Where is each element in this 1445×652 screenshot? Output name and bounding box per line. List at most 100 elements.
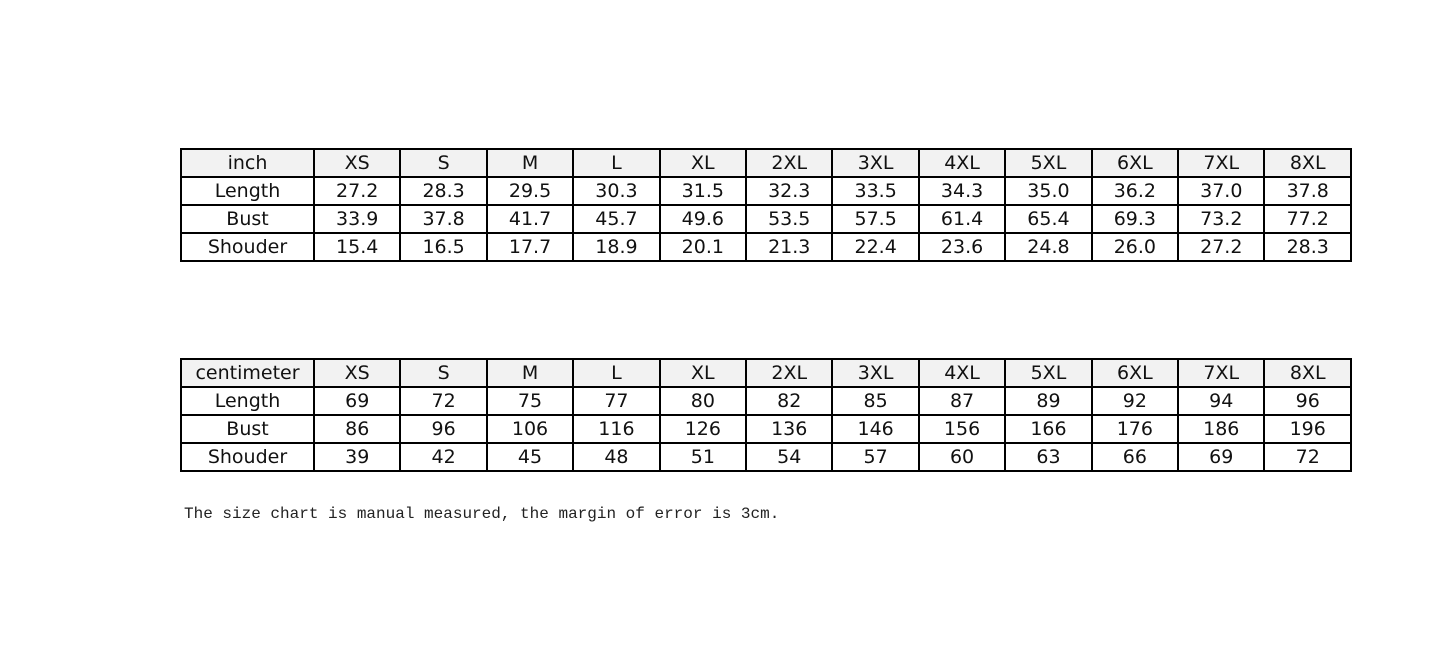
measurement-cell: 49.6 <box>658 204 748 234</box>
size-header: XL <box>658 148 748 178</box>
measurement-cell: 176 <box>1090 414 1180 444</box>
row-label: Length <box>180 386 315 416</box>
header-row: centimeter XS S M L XL 2XL 3XL 4XL 5XL 6XL 7XL 8XL <box>180 358 1352 388</box>
measurement-cell: 87 <box>917 386 1007 416</box>
measurement-note: The size chart is manual measured, the m… <box>184 505 780 523</box>
measurement-cell: 16.5 <box>399 232 488 262</box>
size-header: 7XL <box>1177 358 1266 388</box>
measurement-cell: 65.4 <box>1004 204 1093 234</box>
size-header: 2XL <box>745 358 834 388</box>
size-header: XS <box>312 148 402 178</box>
measurement-cell: 33.5 <box>831 176 920 206</box>
size-header: M <box>485 358 575 388</box>
measurement-cell: 57.5 <box>831 204 920 234</box>
unit-header: centimeter <box>180 358 315 388</box>
size-header: 3XL <box>831 148 920 178</box>
measurement-cell: 18.9 <box>572 232 661 262</box>
measurement-cell: 21.3 <box>745 232 834 262</box>
measurement-cell: 69.3 <box>1090 204 1180 234</box>
table-row: Shouder 15.4 16.5 17.7 18.9 20.1 21.3 22.4 23.6 2… <box>180 232 1352 262</box>
measurement-cell: 45.7 <box>572 204 661 234</box>
table-row: Bust 33.9 37.8 41.7 45.7 49.6 53.5 57.5 61.4 65.4… <box>180 204 1352 234</box>
size-header: 4XL <box>917 358 1007 388</box>
measurement-cell: 26.0 <box>1090 232 1180 262</box>
measurement-cell: 86 <box>312 414 402 444</box>
size-header: S <box>399 358 488 388</box>
measurement-cell: 80 <box>658 386 748 416</box>
measurement-cell: 27.2 <box>1177 232 1266 262</box>
measurement-cell: 27.2 <box>312 176 402 206</box>
measurement-cell: 30.3 <box>572 176 661 206</box>
measurement-cell: 51 <box>658 442 748 472</box>
measurement-cell: 96 <box>399 414 488 444</box>
measurement-cell: 94 <box>1177 386 1266 416</box>
measurement-cell: 37.0 <box>1177 176 1266 206</box>
measurement-cell: 196 <box>1263 414 1352 444</box>
measurement-cell: 146 <box>831 414 920 444</box>
measurement-cell: 72 <box>399 386 488 416</box>
measurement-cell: 75 <box>485 386 575 416</box>
measurement-cell: 63 <box>1004 442 1093 472</box>
size-header: M <box>485 148 575 178</box>
size-header: S <box>399 148 488 178</box>
row-label: Shouder <box>180 442 315 472</box>
measurement-cell: 48 <box>572 442 661 472</box>
measurement-cell: 31.5 <box>658 176 748 206</box>
row-label: Length <box>180 176 315 206</box>
size-header: XL <box>658 358 748 388</box>
measurement-cell: 41.7 <box>485 204 575 234</box>
measurement-cell: 33.9 <box>312 204 402 234</box>
measurement-cell: 39 <box>312 442 402 472</box>
measurement-cell: 136 <box>745 414 834 444</box>
measurement-cell: 186 <box>1177 414 1266 444</box>
measurement-cell: 53.5 <box>745 204 834 234</box>
size-header: XS <box>312 358 402 388</box>
measurement-cell: 36.2 <box>1090 176 1180 206</box>
measurement-cell: 92 <box>1090 386 1180 416</box>
size-header: 4XL <box>917 148 1007 178</box>
size-header: 8XL <box>1263 148 1352 178</box>
measurement-cell: 69 <box>1177 442 1266 472</box>
measurement-cell: 89 <box>1004 386 1093 416</box>
measurement-cell: 34.3 <box>917 176 1007 206</box>
measurement-cell: 85 <box>831 386 920 416</box>
measurement-cell: 60 <box>917 442 1007 472</box>
measurement-cell: 106 <box>485 414 575 444</box>
measurement-cell: 28.3 <box>399 176 488 206</box>
table-row: Length 27.2 28.3 29.5 30.3 31.5 32.3 33.5 34.3 35… <box>180 176 1352 206</box>
measurement-cell: 24.8 <box>1004 232 1093 262</box>
table-row: Length 69 72 75 77 80 82 85 87 89 92 94 96 <box>180 386 1352 416</box>
measurement-cell: 66 <box>1090 442 1180 472</box>
size-header: 2XL <box>745 148 834 178</box>
centimeter-size-table: centimeter XS S M L XL 2XL 3XL 4XL 5XL 6XL 7XL 8XL Le… <box>180 358 1352 472</box>
measurement-cell: 23.6 <box>917 232 1007 262</box>
measurement-cell: 45 <box>485 442 575 472</box>
measurement-cell: 28.3 <box>1263 232 1352 262</box>
measurement-cell: 61.4 <box>917 204 1007 234</box>
measurement-cell: 72 <box>1263 442 1352 472</box>
measurement-cell: 20.1 <box>658 232 748 262</box>
measurement-cell: 82 <box>745 386 834 416</box>
measurement-cell: 73.2 <box>1177 204 1266 234</box>
measurement-cell: 37.8 <box>399 204 488 234</box>
measurement-cell: 15.4 <box>312 232 402 262</box>
measurement-cell: 22.4 <box>831 232 920 262</box>
table-row: Bust 86 96 106 116 126 136 146 156 166 176 186 196 <box>180 414 1352 444</box>
unit-header: inch <box>180 148 315 178</box>
measurement-cell: 126 <box>658 414 748 444</box>
size-header: L <box>572 358 661 388</box>
measurement-cell: 17.7 <box>485 232 575 262</box>
measurement-cell: 37.8 <box>1263 176 1352 206</box>
size-header: 6XL <box>1090 148 1180 178</box>
row-label: Bust <box>180 204 315 234</box>
row-label: Bust <box>180 414 315 444</box>
measurement-cell: 35.0 <box>1004 176 1093 206</box>
row-label: Shouder <box>180 232 315 262</box>
measurement-cell: 166 <box>1004 414 1093 444</box>
size-header: 8XL <box>1263 358 1352 388</box>
measurement-cell: 69 <box>312 386 402 416</box>
size-header: 5XL <box>1004 148 1093 178</box>
size-header: L <box>572 148 661 178</box>
measurement-cell: 42 <box>399 442 488 472</box>
size-header: 5XL <box>1004 358 1093 388</box>
